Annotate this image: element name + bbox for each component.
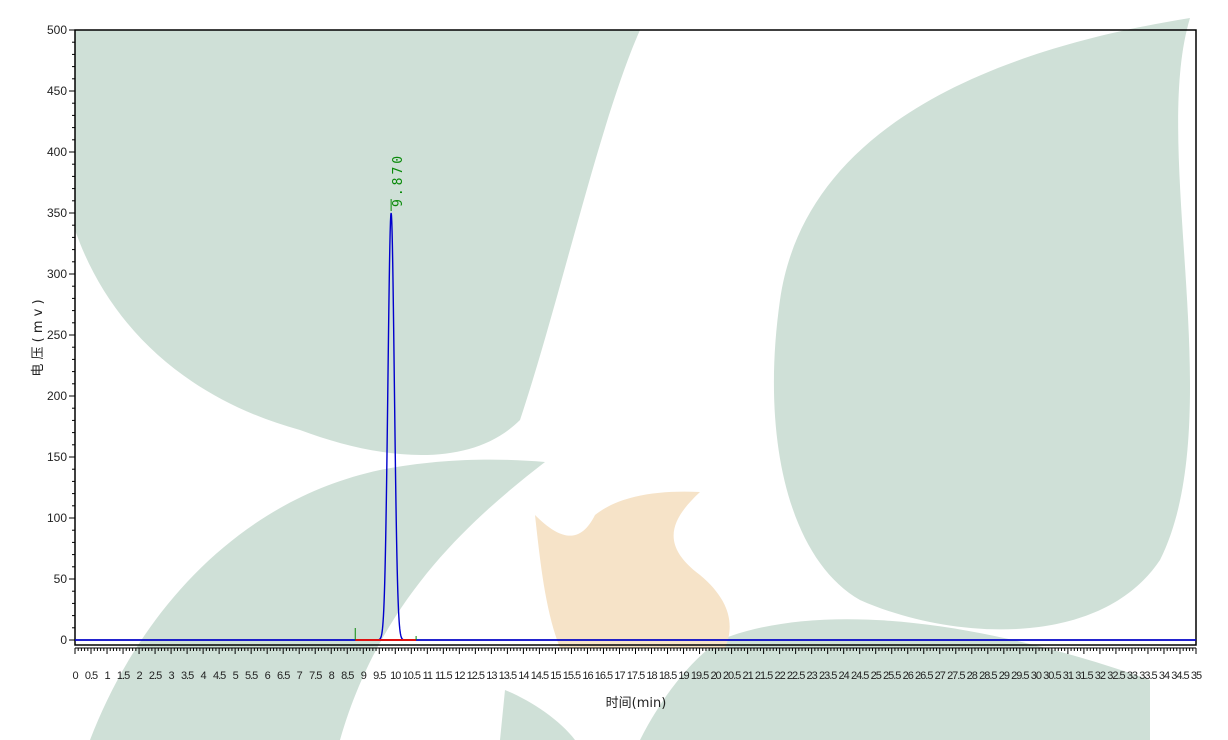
x-tick-label: 0 xyxy=(72,670,78,682)
x-tick-label: 1 xyxy=(104,670,110,682)
x-tick-label: 28.5 xyxy=(979,670,997,682)
y-tick-label: 400 xyxy=(47,145,67,159)
x-tick-label: 17.5 xyxy=(627,670,645,682)
x-tick-label: 14 xyxy=(518,670,529,682)
y-axis-title: 电 压 ( m v ) xyxy=(31,299,46,376)
x-tick-label: 3.5 xyxy=(181,670,194,682)
y-tick-label: 250 xyxy=(47,328,67,342)
x-tick-label: 22 xyxy=(775,670,786,682)
signal-trace xyxy=(75,212,1196,641)
x-tick-label: 8.5 xyxy=(341,670,354,682)
x-tick-label: 33.5 xyxy=(1139,670,1157,682)
y-tick-label: 100 xyxy=(47,511,67,525)
x-tick-label: 24.5 xyxy=(851,670,869,682)
y-axis: 0 50 100 150 200 250 300 350 400 450 500 xyxy=(47,23,75,647)
x-tick-label: 30.5 xyxy=(1043,670,1061,682)
x-tick-label: 5 xyxy=(233,670,239,682)
y-tick-label: 300 xyxy=(47,267,67,281)
x-tick-label: 25 xyxy=(871,670,882,682)
x-tick-label: 18.5 xyxy=(659,670,677,682)
x-tick-label: 12 xyxy=(454,670,465,682)
x-tick-label: 15.5 xyxy=(563,670,581,682)
x-tick-label: 22.5 xyxy=(787,670,805,682)
y-tick-label: 150 xyxy=(47,450,67,464)
x-tick-label: 11.5 xyxy=(435,670,452,682)
x-axis: 0 0.5 1 1.5 2 2.5 3 3.5 4 4.5 5 5.5 6 6.5 7 7.5 8 8.5 9 9.5… xyxy=(72,647,1203,682)
x-tick-label: 35 xyxy=(1191,670,1202,682)
x-tick-label: 23.5 xyxy=(819,670,837,682)
plot-frame xyxy=(74,29,1197,646)
x-tick-label: 23 xyxy=(807,670,818,682)
x-tick-label: 16 xyxy=(582,670,593,682)
x-tick-label: 0.5 xyxy=(85,670,98,682)
x-tick-label: 19 xyxy=(678,670,689,682)
x-tick-label: 20.5 xyxy=(723,670,741,682)
watermark-logo xyxy=(75,18,1190,740)
x-tick-label: 30 xyxy=(1031,670,1042,682)
x-tick-label: 5.5 xyxy=(245,670,258,682)
x-tick-label: 4.5 xyxy=(213,670,226,682)
x-tick-label: 21.5 xyxy=(755,670,773,682)
x-tick-label: 6.5 xyxy=(277,670,290,682)
x-tick-label: 16.5 xyxy=(595,670,613,682)
x-tick-label: 21 xyxy=(742,670,753,682)
x-tick-label: 25.5 xyxy=(883,670,901,682)
y-tick-label: 450 xyxy=(47,84,67,98)
x-tick-label: 10 xyxy=(390,670,401,682)
x-tick-label: 31.5 xyxy=(1075,670,1093,682)
watermark-leaf-left xyxy=(75,30,640,455)
x-tick-label: 32 xyxy=(1095,670,1106,682)
peak-retention-time-label: 9.870 xyxy=(391,153,406,207)
plot-content: 9.870 xyxy=(75,153,1196,641)
y-tick-label: 200 xyxy=(47,389,67,403)
watermark-leaf-bottom-left xyxy=(90,459,545,740)
x-tick-label: 7 xyxy=(297,670,303,682)
x-tick-label: 33 xyxy=(1127,670,1138,682)
watermark-leaf-orange xyxy=(535,491,730,648)
y-tick-label: 500 xyxy=(47,23,67,37)
x-tick-label: 29 xyxy=(999,670,1010,682)
x-tick-label: 31 xyxy=(1063,670,1074,682)
x-tick-label: 14.5 xyxy=(531,670,549,682)
x-tick-label: 13 xyxy=(486,670,497,682)
y-tick-label: 0 xyxy=(60,633,67,647)
x-tick-label: 17 xyxy=(614,670,625,682)
x-tick-label: 4 xyxy=(201,670,207,682)
x-tick-label: 34 xyxy=(1159,670,1170,682)
x-tick-label: 26 xyxy=(903,670,914,682)
x-tick-label: 19.5 xyxy=(691,670,709,682)
x-tick-label: 8 xyxy=(329,670,335,682)
x-tick-label: 9.5 xyxy=(373,670,386,682)
x-tick-label: 29.5 xyxy=(1011,670,1029,682)
x-tick-label: 10.5 xyxy=(403,670,421,682)
x-tick-label: 20 xyxy=(710,670,721,682)
x-axis-title: 时间(min) xyxy=(606,696,667,711)
watermark-leaf-right xyxy=(773,18,1190,630)
x-tick-label: 9 xyxy=(361,670,367,682)
x-tick-label: 13.5 xyxy=(499,670,517,682)
x-tick-label: 26.5 xyxy=(915,670,933,682)
x-tick-label: 3 xyxy=(169,670,175,682)
x-tick-label: 7.5 xyxy=(309,670,322,682)
watermark-leaf-bottom-right xyxy=(640,619,1150,740)
x-tick-label: 32.5 xyxy=(1107,670,1125,682)
x-tick-label: 6 xyxy=(265,670,271,682)
x-tick-label: 24 xyxy=(839,670,850,682)
x-tick-label: 27.5 xyxy=(947,670,965,682)
x-tick-label: 27 xyxy=(935,670,946,682)
x-tick-label: 12.5 xyxy=(467,670,485,682)
x-tick-label: 1.5 xyxy=(117,670,130,682)
y-tick-label: 50 xyxy=(54,572,68,586)
x-tick-label: 15 xyxy=(550,670,561,682)
x-tick-label: 11 xyxy=(423,670,433,682)
x-tick-label: 28 xyxy=(967,670,978,682)
x-tick-label: 2.5 xyxy=(149,670,162,682)
watermark-leaf-bottom-center xyxy=(500,690,575,740)
x-tick-label: 2 xyxy=(136,670,142,682)
x-tick-label: 18 xyxy=(646,670,657,682)
x-tick-label: 34.5 xyxy=(1171,670,1189,682)
y-tick-label: 350 xyxy=(47,206,67,220)
